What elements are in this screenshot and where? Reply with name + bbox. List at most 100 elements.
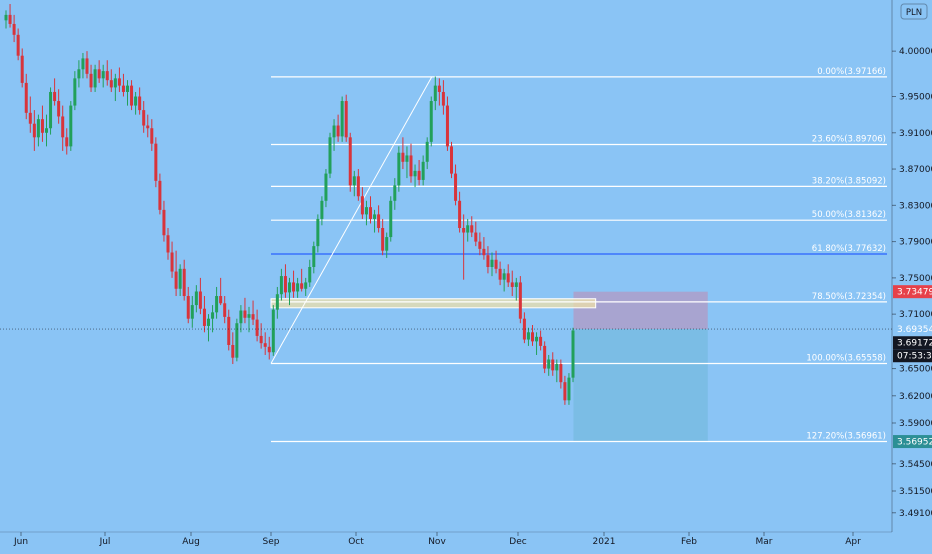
candle-body (510, 282, 514, 287)
price-tick-label: 3.79000 (899, 238, 932, 248)
candle (73, 71, 77, 111)
candles (4, 4, 575, 405)
target-price-tag-box (893, 435, 932, 449)
candle (555, 359, 559, 383)
candle (121, 73, 125, 97)
candle (433, 76, 437, 111)
candle-body (65, 137, 69, 147)
candle (409, 143, 413, 183)
candle-body (36, 119, 40, 138)
current-price-tag-text: 3.69354 (897, 325, 932, 335)
candle (377, 205, 381, 233)
candle (251, 300, 255, 326)
candle-body (466, 225, 470, 233)
candle (49, 87, 53, 135)
price-tick-label: 3.54500 (899, 460, 932, 470)
fib-level-label: 50.00%(3.81362) (812, 210, 886, 220)
candle-body (547, 359, 551, 369)
price-tick-label: 3.95000 (899, 93, 932, 103)
candle-body (215, 296, 219, 313)
candle-body (198, 291, 202, 309)
candle-body (369, 207, 372, 219)
candle (12, 14, 16, 43)
candle (4, 10, 8, 29)
candle-body (328, 137, 332, 174)
candle (450, 141, 453, 179)
candle-body (571, 330, 575, 378)
currency-badge[interactable]: PLN (900, 3, 928, 20)
candle (348, 132, 352, 192)
candle-body (4, 14, 8, 21)
candle (571, 327, 575, 383)
candle-body (445, 105, 449, 147)
candle-body (526, 332, 530, 340)
candle-body (255, 319, 259, 336)
candle (36, 114, 40, 147)
candle-body (389, 200, 393, 238)
candle-body (486, 255, 490, 267)
candle-body (49, 91, 53, 129)
candle-body (563, 382, 567, 401)
candle (190, 296, 194, 328)
candle-body (385, 237, 389, 251)
candle-body (211, 312, 215, 319)
candle (279, 268, 283, 301)
candle (336, 114, 340, 142)
candle (113, 73, 117, 102)
candle (470, 216, 474, 238)
fib-level-label: 61.80%(3.77632) (812, 244, 886, 254)
candle (401, 137, 405, 170)
price-tick-label: 3.83000 (899, 201, 932, 211)
candle (417, 159, 421, 186)
time-tick-label: Mar (756, 537, 773, 547)
candle-body (482, 248, 486, 256)
time-tick-label: Nov (428, 537, 446, 547)
candle (178, 264, 182, 297)
time-tick-label: Feb (681, 537, 697, 547)
candle (292, 270, 296, 298)
candle (227, 309, 231, 351)
candle-body (190, 305, 194, 319)
candle-body (158, 180, 162, 210)
candle-body (227, 316, 231, 345)
candle (397, 146, 401, 192)
candle (344, 94, 348, 142)
countdown-tag: 07:53:38 (893, 349, 932, 363)
candle-body (130, 85, 134, 106)
candle (389, 196, 393, 242)
candle (425, 137, 429, 170)
price-tick-label: 4.00000 (899, 47, 932, 57)
candle (243, 297, 247, 324)
candle (543, 341, 547, 374)
candle (539, 330, 543, 351)
candle (308, 259, 312, 287)
stop-loss-zone (573, 291, 708, 330)
candle-body (356, 176, 360, 197)
candle-body (8, 14, 12, 24)
candle-body (405, 155, 409, 162)
candle (364, 200, 368, 226)
entry-zone (270, 298, 597, 309)
stop-price-tag: 3.73479 (893, 285, 932, 299)
candle-body (296, 283, 300, 292)
candle-body (283, 276, 287, 293)
candle-body (381, 228, 385, 251)
candle (45, 114, 48, 147)
candle (518, 276, 522, 324)
candle (117, 67, 121, 92)
candle (304, 277, 308, 297)
candle-body (178, 268, 182, 289)
candle-body (12, 23, 16, 35)
candle (405, 146, 409, 179)
candle-body (202, 308, 206, 326)
position-zones (270, 291, 708, 442)
candle-body (324, 173, 328, 201)
candle (97, 60, 101, 83)
candle-body (40, 119, 44, 133)
candle-body (20, 55, 24, 83)
candle-body (174, 271, 178, 289)
current-price-tag-box (893, 322, 932, 336)
candle-body (279, 276, 283, 295)
